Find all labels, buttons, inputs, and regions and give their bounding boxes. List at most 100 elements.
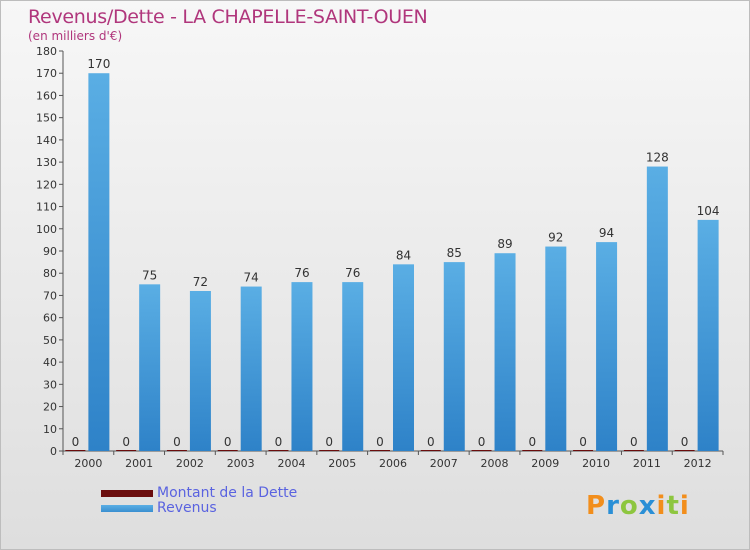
- revenue-bar: [189, 291, 211, 451]
- y-tick-label: 140: [36, 134, 57, 147]
- debt-value-label: 0: [275, 435, 283, 449]
- debt-bar: [471, 450, 492, 451]
- debt-value-label: 0: [224, 435, 232, 449]
- x-tick-label: 2005: [328, 457, 356, 470]
- debt-value-label: 0: [325, 435, 333, 449]
- x-tick-label: 2008: [481, 457, 509, 470]
- y-tick-label: 150: [36, 112, 57, 125]
- y-tick-label: 10: [43, 423, 57, 436]
- revenue-value-label: 104: [697, 204, 720, 218]
- revenue-value-label: 84: [396, 248, 411, 262]
- y-tick-label: 180: [36, 45, 57, 58]
- debt-bar: [116, 450, 137, 451]
- revenue-bar: [646, 166, 668, 452]
- revenue-value-label: 76: [294, 266, 309, 280]
- debt-value-label: 0: [376, 435, 384, 449]
- debt-value-label: 0: [122, 435, 130, 449]
- y-tick-label: 70: [43, 289, 57, 302]
- debt-bar: [166, 450, 187, 451]
- logo-letter: t: [666, 491, 680, 521]
- legend-label-revenue: Revenus: [157, 500, 217, 516]
- y-tick-label: 160: [36, 89, 57, 102]
- chart-subtitle: (en milliers d'€): [28, 29, 123, 43]
- debt-value-label: 0: [427, 435, 435, 449]
- y-tick-label: 120: [36, 178, 57, 191]
- debt-value-label: 0: [528, 435, 536, 449]
- logo-letter: x: [638, 491, 657, 521]
- y-tick-label: 170: [36, 67, 57, 80]
- y-tick-label: 60: [43, 312, 57, 325]
- revenue-value-label: 75: [142, 268, 157, 282]
- x-tick-label: 2010: [582, 457, 610, 470]
- logo-letter: i: [679, 491, 690, 521]
- y-tick-label: 80: [43, 267, 57, 280]
- debt-bar: [674, 450, 695, 451]
- debt-value-label: 0: [630, 435, 638, 449]
- legend-swatch-debt: [101, 490, 153, 497]
- revenue-value-label: 170: [87, 57, 110, 71]
- y-tick-label: 20: [43, 401, 57, 414]
- revenue-value-label: 89: [497, 237, 512, 251]
- revenue-value-label: 94: [599, 226, 614, 240]
- revenue-value-label: 85: [447, 246, 462, 260]
- revenue-bar: [494, 253, 516, 451]
- legend-swatch-revenue: [101, 505, 153, 512]
- revenue-bar: [393, 264, 414, 451]
- x-tick-label: 2004: [277, 457, 305, 470]
- debt-bar: [522, 450, 543, 451]
- revenue-bar: [139, 284, 161, 451]
- y-tick-label: 50: [43, 334, 57, 347]
- y-tick-label: 0: [50, 445, 57, 458]
- revenue-bar: [697, 219, 719, 451]
- revenue-bar: [240, 286, 262, 451]
- revenue-bar: [291, 282, 313, 451]
- x-tick-label: 2006: [379, 457, 407, 470]
- legend-label-debt: Montant de la Dette: [157, 485, 298, 501]
- revenue-value-label: 76: [345, 266, 360, 280]
- debt-value-label: 0: [72, 435, 80, 449]
- revenue-value-label: 92: [548, 231, 563, 245]
- x-tick-label: 2003: [227, 457, 255, 470]
- x-tick-label: 2002: [176, 457, 204, 470]
- debt-value-label: 0: [579, 435, 587, 449]
- revenue-value-label: 128: [646, 151, 669, 165]
- y-tick-label: 130: [36, 156, 57, 169]
- x-tick-label: 2001: [125, 457, 153, 470]
- x-tick-label: 2009: [531, 457, 559, 470]
- debt-bar: [420, 450, 441, 451]
- debt-value-label: 0: [173, 435, 181, 449]
- debt-value-label: 0: [478, 435, 486, 449]
- x-tick-label: 2011: [633, 457, 661, 470]
- debt-bar: [319, 450, 340, 451]
- debt-bar: [268, 450, 289, 451]
- revenue-bar: [596, 242, 618, 451]
- x-tick-label: 2007: [430, 457, 458, 470]
- revenue-value-label: 74: [244, 271, 259, 285]
- chart-title: Revenus/Dette - LA CHAPELLE-SAINT-OUEN: [28, 6, 428, 28]
- logo-letter: o: [619, 491, 639, 521]
- debt-bar: [370, 450, 390, 451]
- revenue-bar: [88, 73, 110, 451]
- revenue-bar: [443, 262, 465, 451]
- y-tick-label: 110: [36, 201, 57, 214]
- revenue-bar: [545, 246, 567, 451]
- revenue-bar: [342, 282, 364, 451]
- y-tick-label: 30: [43, 378, 57, 391]
- debt-value-label: 0: [681, 435, 689, 449]
- debt-bar: [573, 450, 594, 451]
- y-tick-label: 40: [43, 356, 57, 369]
- x-tick-label: 2012: [684, 457, 712, 470]
- debt-bar: [217, 450, 238, 451]
- x-tick-label: 2000: [74, 457, 102, 470]
- debt-bar: [623, 450, 644, 451]
- debt-bar: [65, 450, 86, 451]
- logo-letter: P: [586, 491, 607, 521]
- logo-letter: r: [606, 491, 620, 521]
- logo-letter: i: [656, 491, 667, 521]
- proxiti-logo: Proxiti: [586, 491, 690, 521]
- y-tick-label: 90: [43, 245, 57, 258]
- y-tick-label: 100: [36, 223, 57, 236]
- revenue-value-label: 72: [193, 275, 208, 289]
